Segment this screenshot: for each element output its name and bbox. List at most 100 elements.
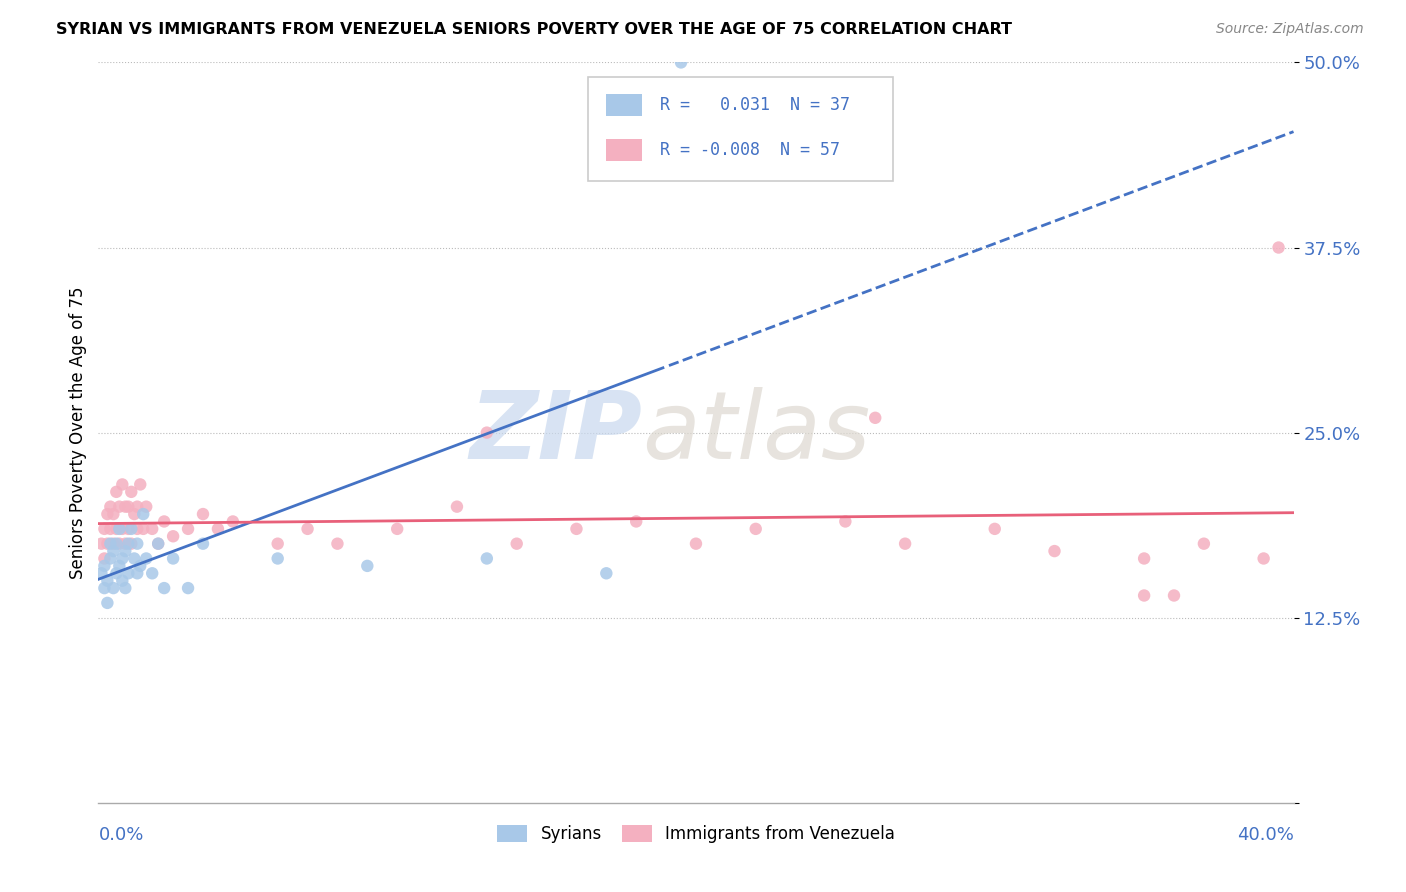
Point — [669, 55, 692, 70]
Point — [177, 581, 200, 595]
Text: Source: ZipAtlas.com: Source: ZipAtlas.com — [1216, 22, 1364, 37]
Point — [111, 477, 134, 491]
Point — [108, 536, 131, 550]
Point — [120, 536, 142, 550]
Point — [565, 522, 588, 536]
Point — [111, 574, 134, 588]
Point — [1253, 551, 1275, 566]
Point — [475, 425, 498, 440]
Point — [177, 522, 200, 536]
Point — [93, 522, 115, 536]
Point — [90, 536, 112, 550]
Point — [1133, 589, 1156, 603]
Point — [117, 522, 139, 536]
Point — [108, 522, 131, 536]
Point — [127, 500, 149, 514]
Point — [141, 522, 163, 536]
Point — [162, 529, 184, 543]
Point — [105, 536, 128, 550]
Point — [105, 484, 128, 499]
Point — [297, 522, 319, 536]
Point — [222, 515, 245, 529]
Point — [135, 500, 157, 514]
Point — [685, 536, 707, 550]
Point — [114, 544, 136, 558]
Text: 40.0%: 40.0% — [1237, 827, 1294, 845]
Point — [108, 558, 131, 573]
Y-axis label: Seniors Poverty Over the Age of 75: Seniors Poverty Over the Age of 75 — [69, 286, 87, 579]
Point — [127, 522, 149, 536]
Point — [120, 484, 142, 499]
Bar — [606, 95, 643, 117]
Point — [894, 536, 917, 550]
Point — [745, 522, 768, 536]
Text: R = -0.008  N = 57: R = -0.008 N = 57 — [661, 141, 841, 159]
Point — [984, 522, 1007, 536]
Point — [834, 515, 856, 529]
Legend: Syrians, Immigrants from Venezuela: Syrians, Immigrants from Venezuela — [491, 819, 901, 850]
Point — [153, 515, 176, 529]
Point — [96, 596, 118, 610]
Point — [207, 522, 229, 536]
Text: atlas: atlas — [643, 387, 870, 478]
Point — [90, 566, 112, 581]
Point — [120, 522, 142, 536]
Point — [129, 477, 152, 491]
Point — [103, 536, 125, 550]
Point — [267, 551, 290, 566]
Point — [114, 536, 136, 550]
Point — [446, 500, 468, 514]
Point — [153, 581, 176, 595]
Point — [135, 551, 157, 566]
Text: R =   0.031  N = 37: R = 0.031 N = 37 — [661, 96, 851, 114]
Point — [96, 507, 118, 521]
Point — [385, 522, 409, 536]
Point — [626, 515, 648, 529]
Point — [105, 522, 128, 536]
Point — [108, 500, 131, 514]
Point — [117, 500, 139, 514]
Point — [865, 410, 887, 425]
Point — [129, 558, 152, 573]
Text: SYRIAN VS IMMIGRANTS FROM VENEZUELA SENIORS POVERTY OVER THE AGE OF 75 CORRELATI: SYRIAN VS IMMIGRANTS FROM VENEZUELA SENI… — [56, 22, 1012, 37]
Point — [114, 500, 136, 514]
Point — [132, 507, 155, 521]
Text: ZIP: ZIP — [470, 386, 643, 479]
Point — [103, 507, 125, 521]
Point — [162, 551, 184, 566]
Point — [98, 500, 122, 514]
Point — [96, 574, 118, 588]
Bar — [606, 138, 643, 161]
Point — [475, 551, 498, 566]
Point — [1192, 536, 1215, 550]
Point — [141, 566, 163, 581]
Point — [326, 536, 349, 550]
Point — [111, 522, 134, 536]
Point — [1267, 240, 1289, 255]
Point — [98, 551, 122, 566]
Point — [356, 558, 378, 573]
Point — [124, 551, 146, 566]
Point — [1133, 551, 1156, 566]
Point — [127, 536, 149, 550]
Point — [117, 536, 139, 550]
Point — [111, 551, 134, 566]
Point — [1163, 589, 1185, 603]
Point — [267, 536, 290, 550]
Point — [191, 536, 214, 550]
Point — [93, 558, 115, 573]
Point — [124, 507, 146, 521]
Point — [93, 581, 115, 595]
Point — [103, 581, 125, 595]
Point — [98, 536, 122, 550]
Point — [506, 536, 529, 550]
Point — [114, 581, 136, 595]
Point — [148, 536, 170, 550]
Point — [148, 536, 170, 550]
Point — [1043, 544, 1066, 558]
Text: 0.0%: 0.0% — [98, 827, 143, 845]
Point — [96, 536, 118, 550]
Point — [105, 566, 128, 581]
FancyBboxPatch shape — [589, 78, 893, 181]
Point — [127, 566, 149, 581]
